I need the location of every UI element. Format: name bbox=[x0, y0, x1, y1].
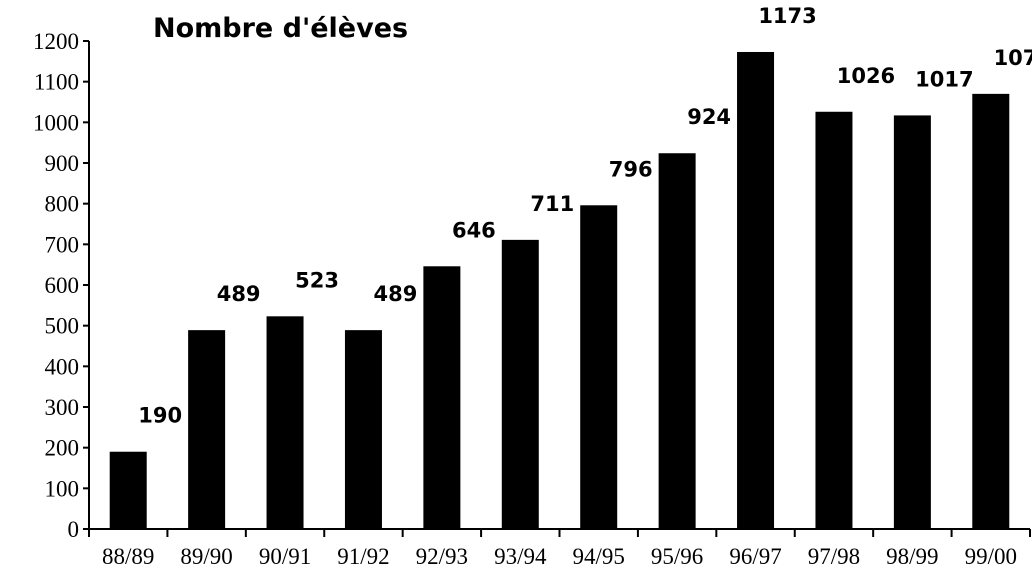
data-label: 1017 bbox=[915, 67, 973, 91]
x-tick-label: 97/98 bbox=[808, 544, 860, 569]
y-tick-label: 0 bbox=[68, 517, 80, 542]
bar bbox=[658, 153, 696, 530]
y-tick-label: 500 bbox=[45, 314, 80, 339]
data-label: 1026 bbox=[837, 64, 895, 88]
data-label: 646 bbox=[452, 218, 496, 242]
y-tick-label: 1200 bbox=[33, 29, 79, 54]
x-tick-label: 89/90 bbox=[180, 544, 232, 569]
bars bbox=[109, 51, 1010, 530]
x-tick-label: 94/95 bbox=[573, 544, 625, 569]
bar bbox=[266, 316, 304, 529]
data-label: 711 bbox=[530, 192, 574, 216]
y-tick-label: 400 bbox=[45, 354, 80, 379]
data-label: 1173 bbox=[758, 4, 816, 28]
data-label: 924 bbox=[687, 105, 731, 129]
data-labels: 190 489 523 489 646 711 796 924 1173 1026 1017 1070 bbox=[138, 4, 1032, 428]
axes: 0 100 200 300 400 500 600 700 800 900 1000 1100 1200… bbox=[33, 29, 1031, 569]
bar bbox=[109, 451, 147, 529]
bar bbox=[423, 266, 461, 529]
x-tick-label: 98/99 bbox=[886, 544, 938, 569]
x-tick-label: 91/92 bbox=[337, 544, 389, 569]
x-tick-label: 99/00 bbox=[965, 544, 1017, 569]
data-label: 489 bbox=[217, 282, 261, 306]
y-tick-label: 1100 bbox=[34, 70, 79, 95]
y-tick-label: 200 bbox=[45, 436, 80, 461]
bar bbox=[580, 205, 618, 529]
x-tick-label: 92/93 bbox=[416, 544, 468, 569]
y-tick-label: 1000 bbox=[33, 110, 79, 135]
x-tick-label: 96/97 bbox=[729, 544, 781, 569]
x-tick-label: 93/94 bbox=[494, 544, 547, 569]
x-tick-label: 95/96 bbox=[651, 544, 703, 569]
bar bbox=[893, 115, 931, 530]
y-tick-label: 100 bbox=[45, 476, 80, 501]
bar bbox=[815, 111, 853, 529]
bar bbox=[501, 239, 539, 530]
y-tick-label: 700 bbox=[45, 232, 80, 257]
data-label: 523 bbox=[295, 268, 339, 292]
x-tick-label: 88/89 bbox=[102, 544, 154, 569]
y-tick-label: 600 bbox=[45, 273, 80, 298]
y-tick-label: 300 bbox=[45, 395, 80, 420]
y-tick-label: 900 bbox=[45, 151, 80, 176]
x-tick-label: 90/91 bbox=[259, 544, 311, 569]
data-label: 1070 bbox=[994, 46, 1032, 70]
data-label: 489 bbox=[374, 282, 418, 306]
chart-title: Nombre d'élèves bbox=[153, 13, 408, 44]
bar bbox=[188, 330, 226, 529]
data-label: 190 bbox=[138, 404, 182, 428]
bar bbox=[344, 330, 382, 529]
y-tick-label: 800 bbox=[45, 192, 80, 217]
bar bbox=[972, 93, 1010, 529]
data-label: 796 bbox=[609, 157, 653, 181]
bar bbox=[737, 51, 775, 529]
